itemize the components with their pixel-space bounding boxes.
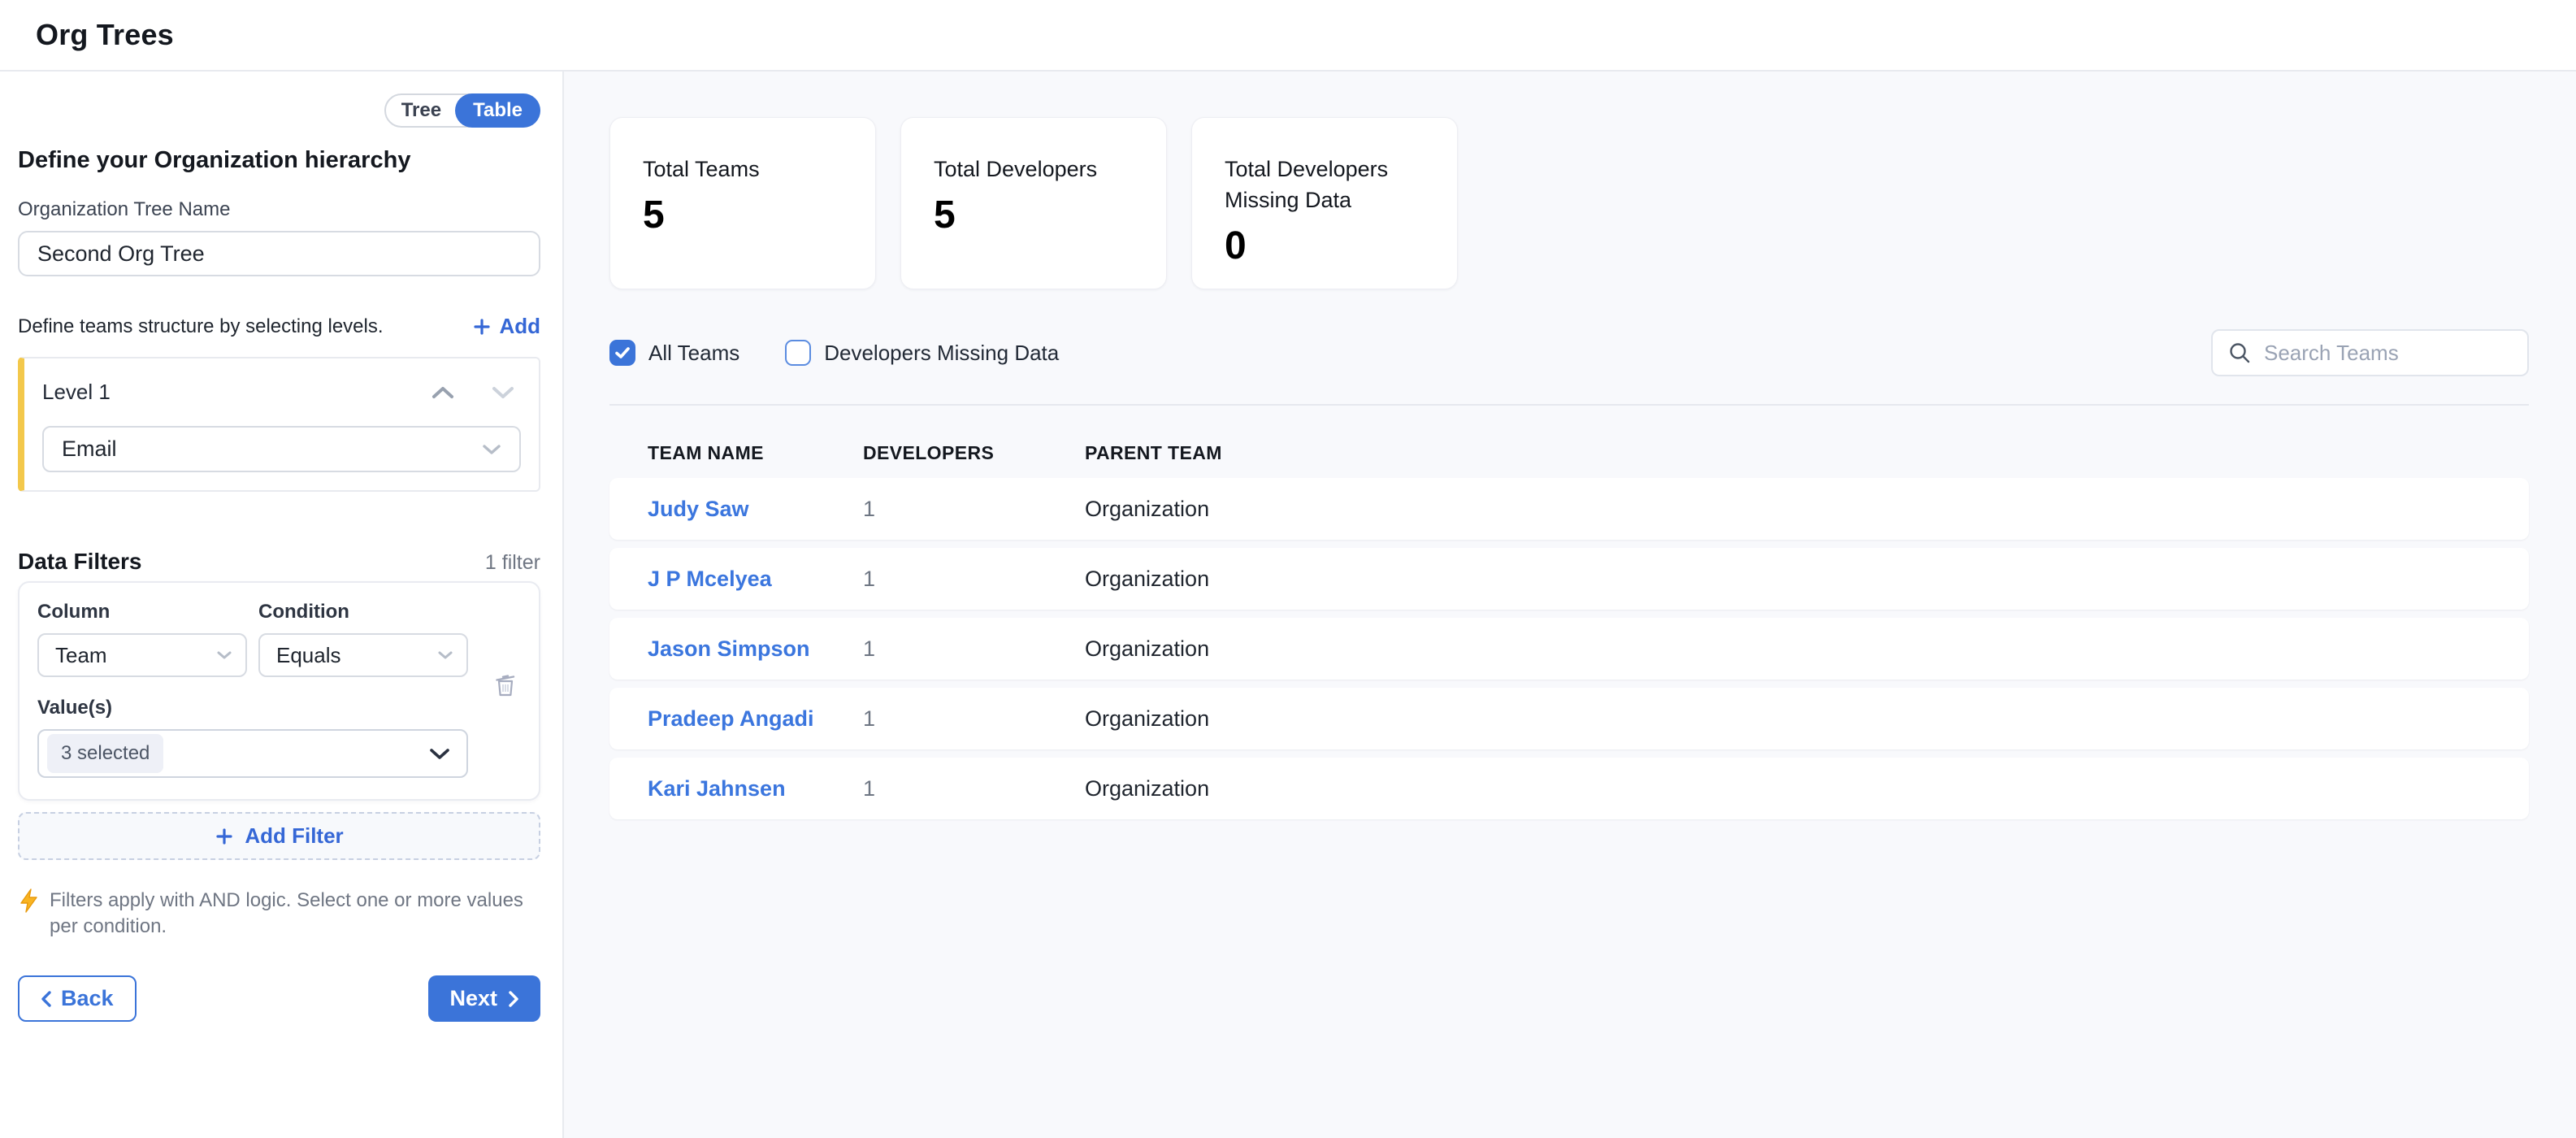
developers-count: 1 — [863, 706, 876, 731]
stat-card: Total Developers 5 — [900, 117, 1167, 289]
tree-name-label: Organization Tree Name — [18, 198, 231, 220]
page-title: Org Trees — [36, 18, 174, 51]
team-name-link[interactable]: Judy Saw — [648, 496, 749, 521]
search-teams-input[interactable] — [2262, 339, 2513, 367]
stat-value: 0 — [1225, 224, 1247, 267]
level-label: Level 1 — [42, 380, 111, 404]
table-filter-bar: All Teams Developers Missing Data — [609, 329, 2529, 376]
stat-value: 5 — [934, 193, 956, 237]
chevron-down-icon — [429, 748, 450, 760]
add-filter-label: Add Filter — [245, 823, 344, 848]
developers-count: 1 — [863, 775, 876, 801]
main-panel: Total Teams 5 Total Developers 5 Total D… — [564, 72, 2576, 1138]
values-label: Value(s) — [37, 697, 113, 719]
table-row: J P Mcelyea 1 Organization — [609, 548, 2529, 610]
back-button[interactable]: Back — [18, 975, 137, 1022]
table-header: TEAM NAME DEVELOPERS PARENT TEAM — [609, 406, 2529, 464]
teams-table: Judy Saw 1 Organization J P Mcelyea 1 Or… — [609, 478, 2529, 819]
selected-count-chip: 3 selected — [47, 734, 164, 773]
team-name-link[interactable]: Jason Simpson — [648, 636, 810, 661]
back-label: Back — [61, 986, 114, 1010]
table-row: Jason Simpson 1 Organization — [609, 618, 2529, 680]
developers-missing-data-checkbox[interactable]: Developers Missing Data — [785, 340, 1059, 366]
developers-count: 1 — [863, 496, 876, 521]
view-toggle-table[interactable]: Table — [455, 93, 540, 128]
column-select[interactable]: Team — [37, 633, 247, 677]
checkbox-checked — [609, 340, 635, 366]
search-box — [2211, 329, 2529, 376]
stat-card: Total Teams 5 — [609, 117, 876, 289]
parent-team: Organization — [1085, 775, 1210, 801]
table-column-header: TEAM NAME — [648, 442, 764, 463]
level-field-select[interactable]: Email — [42, 426, 521, 472]
data-filters-title: Data Filters — [18, 549, 142, 574]
team-name-link[interactable]: J P Mcelyea — [648, 566, 772, 591]
lightning-icon — [18, 888, 39, 914]
condition-label: Condition — [258, 601, 349, 623]
level-field-value: Email — [62, 437, 117, 461]
all-teams-checkbox[interactable]: All Teams — [609, 340, 739, 366]
move-level-down-button[interactable] — [492, 386, 514, 399]
stat-label: Total Teams — [643, 157, 760, 181]
checkbox-unchecked — [785, 340, 812, 366]
sidebar-heading: Define your Organization hierarchy — [18, 147, 411, 173]
check-icon — [614, 346, 631, 359]
table-row: Judy Saw 1 Organization — [609, 478, 2529, 540]
filter-count-badge: 1 filter — [484, 551, 540, 574]
values-select[interactable]: 3 selected — [37, 729, 468, 778]
table-row: Kari Jahnsen 1 Organization — [609, 758, 2529, 819]
level-card: Level 1 Email — [18, 357, 540, 492]
plus-icon — [215, 827, 234, 846]
column-label: Column — [37, 601, 111, 623]
tree-name-input[interactable] — [18, 231, 540, 276]
app-header: Org Trees — [0, 0, 2576, 72]
stat-card: Total Developers Missing Data 0 — [1191, 117, 1458, 289]
stat-value: 5 — [643, 193, 665, 237]
chevron-down-icon — [216, 650, 232, 660]
view-toggle: Tree Table — [384, 93, 540, 128]
parent-team: Organization — [1085, 496, 1210, 521]
add-level-label: Add — [499, 314, 540, 338]
trash-icon — [493, 672, 518, 698]
filters-note-text: Filters apply with AND logic. Select one… — [50, 889, 523, 937]
next-label: Next — [449, 986, 497, 1010]
column-select-value: Team — [55, 642, 107, 667]
stat-label: Total Developers — [934, 157, 1098, 181]
parent-team: Organization — [1085, 706, 1210, 731]
all-teams-label: All Teams — [648, 340, 740, 365]
table-column-header: PARENT TEAM — [1085, 442, 1222, 463]
levels-description: Define teams structure by selecting leve… — [18, 315, 384, 337]
developers-count: 1 — [863, 636, 876, 661]
developers-missing-data-label: Developers Missing Data — [824, 340, 1060, 365]
move-level-up-button[interactable] — [432, 386, 454, 399]
plus-icon — [472, 317, 492, 337]
search-icon — [2227, 341, 2252, 365]
parent-team: Organization — [1085, 566, 1210, 591]
sidebar: Tree Table Define your Organization hier… — [0, 72, 564, 1138]
table-divider — [609, 404, 2529, 406]
filter-card: Column Team Condition Equals — [18, 581, 540, 801]
condition-select-value: Equals — [276, 642, 341, 667]
chevron-down-icon — [437, 650, 453, 660]
team-name-link[interactable]: Pradeep Angadi — [648, 706, 814, 731]
view-toggle-tree[interactable]: Tree — [386, 95, 457, 126]
chevron-right-icon — [508, 990, 519, 1008]
stat-label: Total Developers Missing Data — [1225, 157, 1389, 212]
stats-row: Total Teams 5 Total Developers 5 Total D… — [609, 117, 2529, 289]
developers-count: 1 — [863, 566, 876, 591]
add-filter-button[interactable]: Add Filter — [18, 812, 540, 860]
next-button[interactable]: Next — [428, 975, 540, 1022]
delete-filter-button[interactable] — [493, 672, 518, 698]
condition-select[interactable]: Equals — [258, 633, 468, 677]
chevron-down-icon — [482, 444, 501, 455]
chevron-left-icon — [41, 990, 52, 1008]
table-column-header: DEVELOPERS — [863, 442, 995, 463]
parent-team: Organization — [1085, 636, 1210, 661]
table-row: Pradeep Angadi 1 Organization — [609, 688, 2529, 749]
team-name-link[interactable]: Kari Jahnsen — [648, 775, 786, 801]
add-level-button[interactable]: Add — [472, 314, 540, 339]
